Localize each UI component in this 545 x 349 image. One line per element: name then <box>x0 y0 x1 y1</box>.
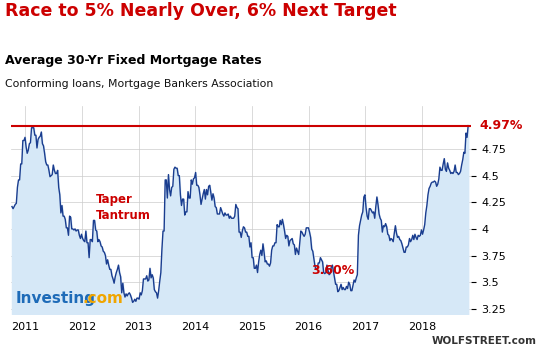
Text: 3.60%: 3.60% <box>311 265 354 277</box>
Text: Conforming loans, Mortgage Bankers Association: Conforming loans, Mortgage Bankers Assoc… <box>5 79 274 89</box>
Text: 4.97%: 4.97% <box>480 119 523 132</box>
Text: Race to 5% Nearly Over, 6% Next Target: Race to 5% Nearly Over, 6% Next Target <box>5 2 397 20</box>
Text: WOLFSTREET.com: WOLFSTREET.com <box>432 335 537 346</box>
Text: Investing: Investing <box>15 291 95 306</box>
Text: Average 30-Yr Fixed Mortgage Rates: Average 30-Yr Fixed Mortgage Rates <box>5 54 262 67</box>
Text: Taper
Tantrum: Taper Tantrum <box>96 193 151 222</box>
Text: .com: .com <box>82 291 123 306</box>
